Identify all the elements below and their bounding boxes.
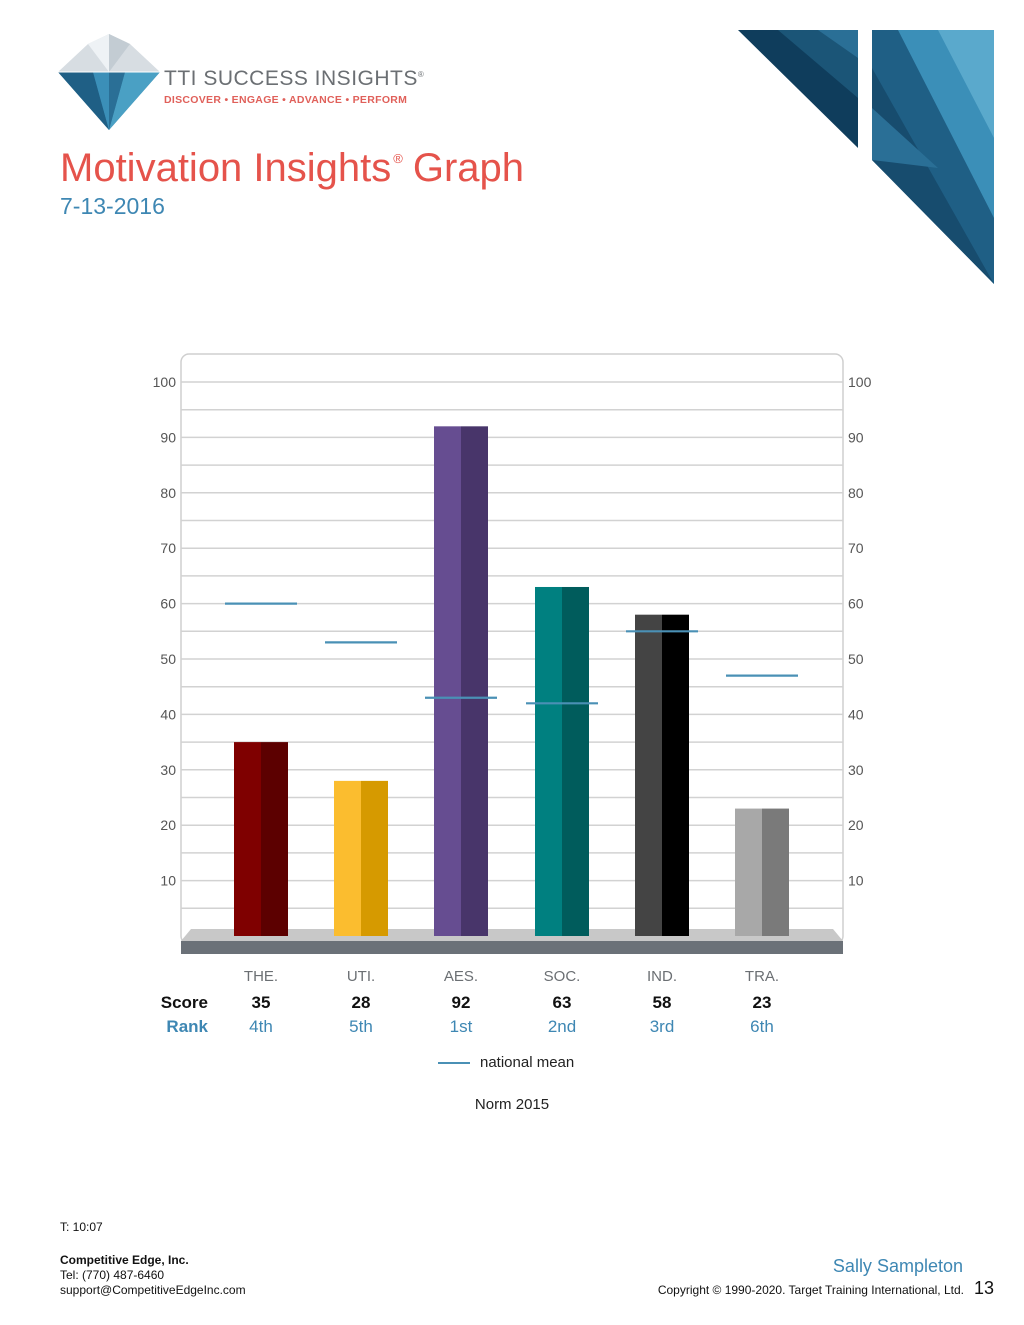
score-value: 58 — [652, 993, 672, 1012]
bar-aes-light — [434, 426, 461, 936]
y-tick-label-left: 30 — [160, 762, 176, 778]
footer-company: Competitive Edge, Inc. — [60, 1253, 189, 1267]
score-value: 92 — [451, 993, 471, 1012]
rank-value: 4th — [249, 1017, 273, 1036]
y-tick-label-left: 100 — [153, 374, 177, 390]
y-tick-label-left: 90 — [160, 429, 176, 445]
page-title: Motivation Insights ® Graph — [60, 146, 525, 190]
rank-value: 1st — [449, 1017, 473, 1036]
bar-tra-light — [735, 808, 762, 936]
bar-uti-dark — [361, 780, 388, 936]
chart-legend: national mean — [438, 1054, 574, 1071]
y-tick-label-right: 60 — [848, 596, 864, 612]
y-tick-label-right: 30 — [848, 762, 864, 778]
y-tick-label-right: 40 — [848, 706, 864, 722]
brand-name: TTI SUCCESS INSIGHTS® — [164, 67, 425, 90]
bar-the-dark — [261, 742, 288, 936]
rank-row-label: Rank — [166, 1017, 208, 1036]
bar-uti-light — [334, 780, 361, 936]
rank-value: 2nd — [547, 1017, 577, 1036]
national-mean-swatch — [438, 1062, 470, 1065]
score-value: 23 — [752, 993, 772, 1012]
bar-ind-dark — [662, 614, 689, 936]
category-label: THE. — [243, 968, 279, 985]
y-tick-label-left: 40 — [160, 706, 176, 722]
footer-time: T: 10:07 — [60, 1220, 103, 1234]
score-value: 28 — [351, 993, 371, 1012]
bar-aes-dark — [461, 426, 488, 936]
y-tick-label-right: 100 — [848, 374, 872, 390]
y-tick-label-left: 50 — [160, 651, 176, 667]
y-tick-label-left: 80 — [160, 485, 176, 501]
brand-tagline: DISCOVER • ENGAGE • ADVANCE • PERFORM — [164, 94, 408, 106]
category-label: UTI. — [346, 968, 376, 985]
rank-value: 5th — [349, 1017, 373, 1036]
y-tick-label-left: 20 — [160, 817, 176, 833]
footer-copyright: Copyright © 1990-2020. Target Training I… — [657, 1283, 964, 1297]
footer-email[interactable]: support@CompetitiveEdgeInc.com — [60, 1283, 246, 1297]
y-tick-label-left: 70 — [160, 540, 176, 556]
bar-the-light — [234, 742, 261, 936]
category-label: SOC. — [543, 968, 581, 985]
bar-soc-dark — [562, 586, 589, 936]
diamond-logo-icon — [58, 34, 160, 130]
y-tick-label-right: 50 — [848, 651, 864, 667]
y-tick-label-right: 20 — [848, 817, 864, 833]
norm-note: Norm 2015 — [474, 1096, 550, 1113]
report-date: 7-13-2016 — [60, 193, 165, 219]
y-tick-label-right: 10 — [848, 873, 864, 889]
rank-value: 6th — [750, 1017, 774, 1036]
y-tick-label-right: 90 — [848, 429, 864, 445]
legend-label: national mean — [480, 1054, 575, 1071]
rank-value: 3rd — [649, 1017, 675, 1036]
score-value: 63 — [552, 993, 572, 1012]
category-label: AES. — [443, 968, 479, 985]
y-tick-label-left: 10 — [160, 873, 176, 889]
page-number: 13 — [973, 1278, 994, 1298]
footer-phone: Tel: (770) 487-6460 — [60, 1268, 165, 1282]
category-label: TRA. — [744, 968, 780, 985]
bar-tra-dark — [762, 808, 789, 936]
y-tick-label-right: 70 — [848, 540, 864, 556]
chart-base — [181, 941, 843, 954]
y-tick-label-left: 60 — [160, 596, 176, 612]
category-label: IND. — [647, 968, 677, 985]
bar-ind-light — [635, 614, 662, 936]
bar-soc-light — [535, 586, 562, 936]
blue-triangles-decoration — [738, 30, 994, 284]
score-value: 35 — [251, 993, 271, 1012]
score-row-label: Score — [160, 993, 208, 1012]
footer-person-name: Sally Sampleton — [832, 1256, 963, 1276]
y-tick-label-right: 80 — [848, 485, 864, 501]
